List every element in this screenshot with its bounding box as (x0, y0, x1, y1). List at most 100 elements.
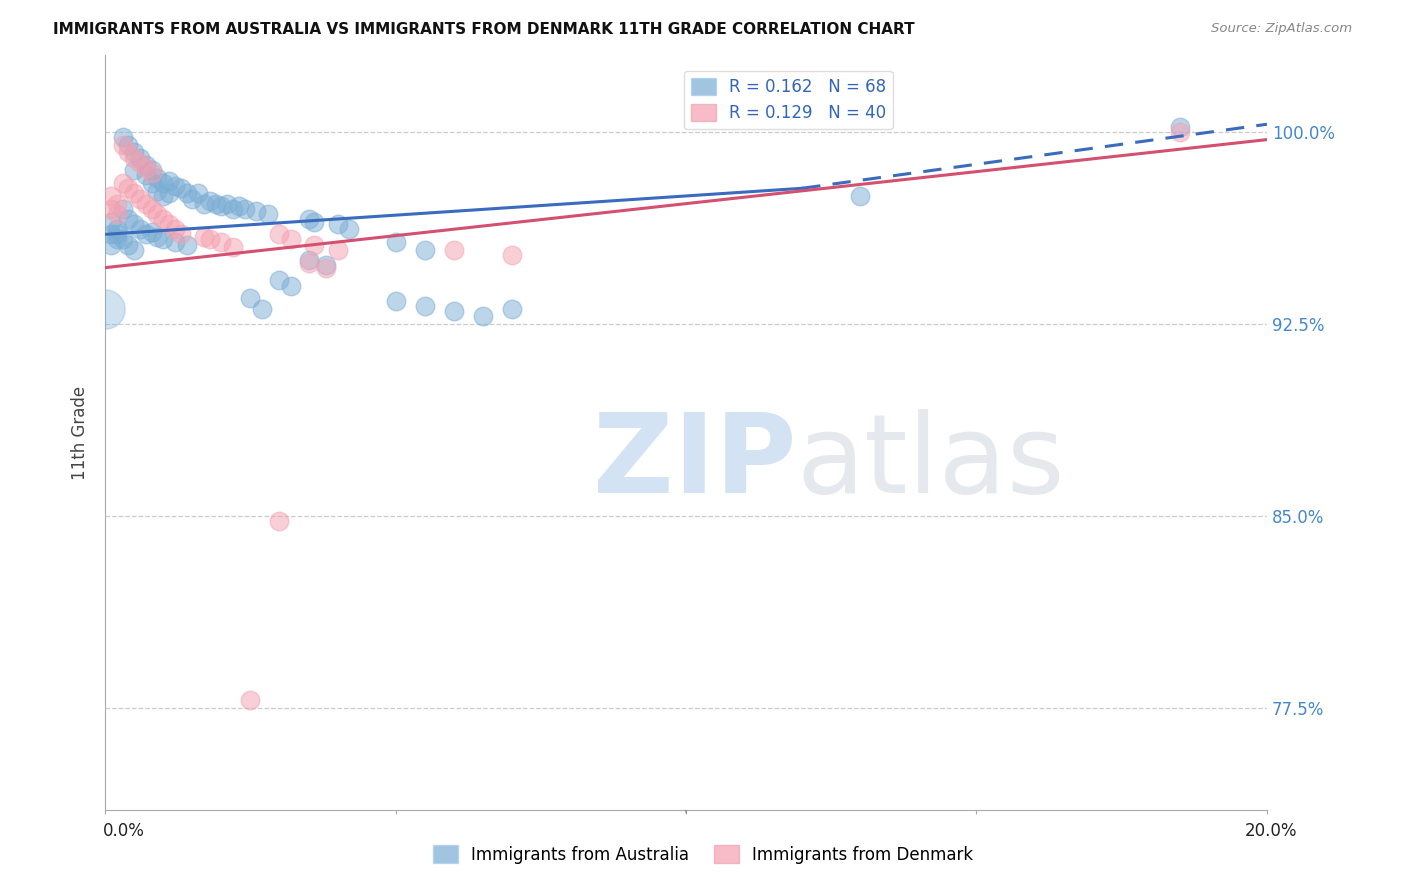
Point (204, 196, 226, 211)
Point (1168, 125, 1191, 139)
Legend: Immigrants from Australia, Immigrants from Denmark: Immigrants from Australia, Immigrants fr… (426, 838, 980, 871)
Point (1168, 120, 1191, 134)
Legend: R = 0.162   N = 68, R = 0.129   N = 40: R = 0.162 N = 68, R = 0.129 N = 40 (683, 71, 893, 129)
Point (304, 237, 326, 252)
Point (117, 181, 139, 195)
Point (146, 184, 169, 198)
Point (141, 163, 163, 178)
Point (105, 207, 128, 221)
Point (100, 202, 122, 216)
Point (152, 212, 174, 227)
Point (198, 194, 221, 208)
Point (117, 145, 139, 160)
Point (146, 230, 169, 244)
Point (129, 192, 152, 206)
Point (135, 161, 157, 175)
Point (163, 235, 186, 249)
Point (163, 178, 186, 193)
Point (111, 137, 134, 152)
Point (141, 225, 163, 239)
Point (471, 310, 494, 324)
Point (157, 217, 180, 231)
Point (129, 222, 152, 236)
Point (250, 301, 273, 316)
Point (94, 301, 117, 316)
Point (209, 235, 232, 249)
Point (384, 235, 406, 249)
Point (198, 232, 221, 246)
Point (501, 248, 523, 262)
Point (849, 189, 872, 203)
Point (413, 243, 436, 257)
Point (117, 212, 139, 227)
Point (269, 514, 291, 528)
Point (304, 214, 326, 228)
Point (141, 176, 163, 190)
Point (337, 222, 360, 236)
Point (135, 169, 157, 183)
Point (193, 196, 215, 211)
Point (326, 217, 349, 231)
Text: Source: ZipAtlas.com: Source: ZipAtlas.com (1212, 22, 1353, 36)
Y-axis label: 11th Grade: 11th Grade (72, 385, 89, 480)
Point (122, 145, 145, 160)
Point (105, 222, 128, 236)
Point (117, 237, 139, 252)
Point (181, 192, 204, 206)
Point (122, 243, 145, 257)
Point (100, 189, 122, 203)
Text: 20.0%: 20.0% (1246, 822, 1298, 840)
Point (135, 158, 157, 172)
Point (152, 176, 174, 190)
Point (170, 181, 193, 195)
Point (111, 130, 134, 145)
Text: atlas: atlas (796, 409, 1064, 516)
Point (111, 232, 134, 246)
Point (122, 186, 145, 201)
Point (146, 171, 169, 186)
Point (129, 155, 152, 169)
Point (443, 304, 465, 318)
Text: ZIP: ZIP (593, 409, 796, 516)
Point (239, 693, 262, 707)
Point (129, 151, 152, 165)
Point (245, 204, 267, 219)
Point (122, 163, 145, 178)
Point (163, 222, 186, 236)
Point (105, 227, 128, 242)
Point (105, 232, 128, 246)
Point (384, 293, 406, 308)
Point (152, 189, 174, 203)
Text: IMMIGRANTS FROM AUSTRALIA VS IMMIGRANTS FROM DENMARK 11TH GRADE CORRELATION CHAR: IMMIGRANTS FROM AUSTRALIA VS IMMIGRANTS … (53, 22, 915, 37)
Point (105, 196, 128, 211)
Point (315, 258, 337, 272)
Point (176, 186, 198, 201)
Point (141, 202, 163, 216)
Point (193, 230, 215, 244)
Point (280, 232, 302, 246)
Point (222, 240, 245, 254)
Point (111, 176, 134, 190)
Point (233, 202, 256, 216)
Point (269, 273, 291, 287)
Point (257, 207, 280, 221)
Point (170, 227, 193, 242)
Point (146, 207, 169, 221)
Point (135, 196, 157, 211)
Point (443, 243, 465, 257)
Point (122, 151, 145, 165)
Point (297, 212, 319, 227)
Point (413, 299, 436, 313)
Point (269, 227, 291, 242)
Point (135, 227, 157, 242)
Point (501, 301, 523, 316)
Point (297, 252, 319, 267)
Point (222, 202, 245, 216)
Point (100, 227, 122, 242)
Point (111, 202, 134, 216)
Point (217, 196, 239, 211)
Point (122, 217, 145, 231)
Point (157, 173, 180, 187)
Point (152, 232, 174, 246)
Point (176, 237, 198, 252)
